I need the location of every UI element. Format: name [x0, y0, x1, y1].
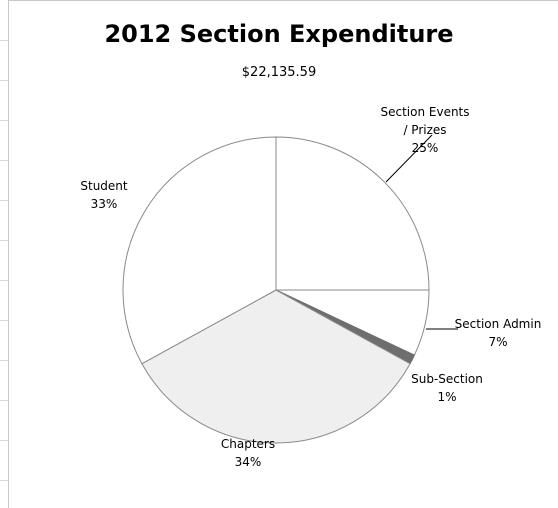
slice-percent-label: 33% [91, 197, 118, 211]
row-tick [0, 80, 8, 81]
slice-label: Sub-Section 1% [411, 372, 483, 404]
slice-percent-label: 1% [437, 390, 456, 404]
slice-percent-label: 34% [235, 455, 262, 469]
chart-subtitle: $22,135.59 [241, 65, 317, 80]
slice-percent-label: 7% [488, 335, 507, 349]
row-tick [0, 160, 8, 161]
slice-name-label: Section Events [380, 105, 469, 119]
row-tick [0, 200, 8, 201]
slice-name-label: / Prizes [403, 123, 446, 137]
slice-label: Chapters 34% [221, 437, 275, 469]
row-tick [0, 400, 8, 401]
row-tick [0, 440, 8, 441]
pie-slice-student [122, 136, 277, 365]
chart-frame-top [8, 0, 558, 1]
slice-name-label: Chapters [221, 437, 275, 451]
chart-title: 2012 Section Expenditure [104, 20, 454, 48]
row-tick [0, 40, 8, 41]
row-tick [0, 360, 8, 361]
slice-name-label: Section Admin [455, 317, 542, 331]
slice-name-label: Student [80, 179, 128, 193]
slice-label: Student 33% [80, 179, 128, 211]
row-tick [0, 280, 8, 281]
slice-label: Section Events / Prizes 25% [380, 105, 469, 155]
row-tick [0, 320, 8, 321]
pie-slice-chapters [141, 289, 411, 444]
slice-name-label: Sub-Section [411, 372, 483, 386]
row-tick [0, 480, 8, 481]
row-tick [0, 120, 8, 121]
slice-label: Section Admin 7% [455, 317, 542, 349]
leader-line [385, 134, 433, 183]
chart-frame-left [8, 0, 9, 508]
row-tick [0, 240, 8, 241]
pie-slice-section-events-prizes [275, 136, 430, 291]
slice-percent-label: 25% [412, 141, 439, 155]
